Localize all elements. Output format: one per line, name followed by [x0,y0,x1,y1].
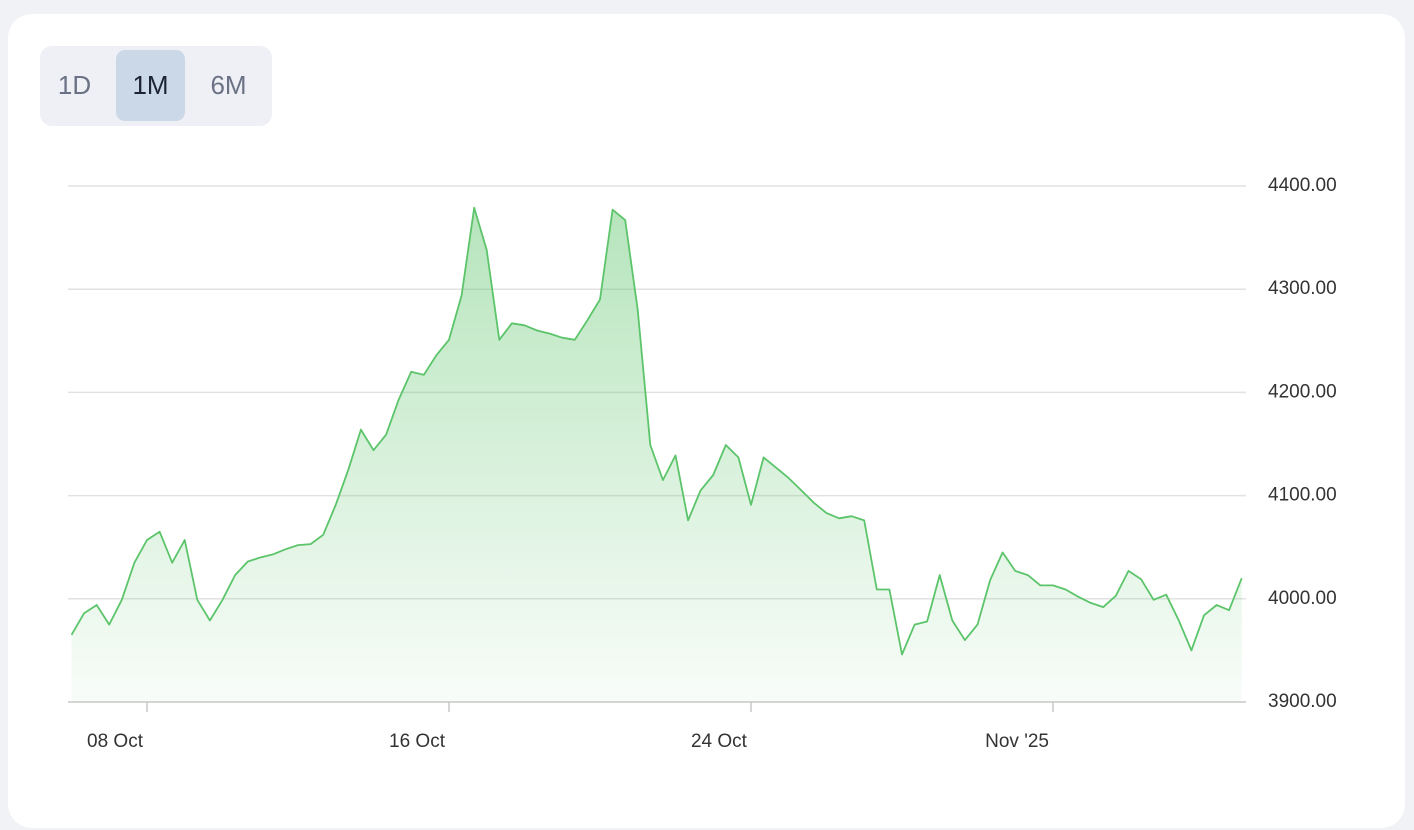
range-button[interactable]: 1M [116,50,185,121]
y-tick-label: 3900.00 [1268,691,1337,712]
x-tick-label: Nov '25 [985,731,1049,752]
range-button[interactable]: 6M [210,70,247,100]
y-tick-label: 4100.00 [1268,485,1337,506]
y-tick-label: 4300.00 [1268,278,1337,299]
range-selector: 1D 1M 6M [40,46,272,126]
range-button[interactable]: 1D [57,70,92,100]
y-tick-label: 4000.00 [1268,588,1337,609]
x-tick-label: 24 Oct [691,731,748,752]
y-tick-label: 4200.00 [1268,381,1337,402]
y-tick-label: 4400.00 [1268,175,1337,196]
price-line [70,206,1243,656]
x-tick-label: 08 Oct [87,731,144,752]
area-fill [71,207,1242,702]
x-tick-label: 16 Oct [389,731,446,752]
